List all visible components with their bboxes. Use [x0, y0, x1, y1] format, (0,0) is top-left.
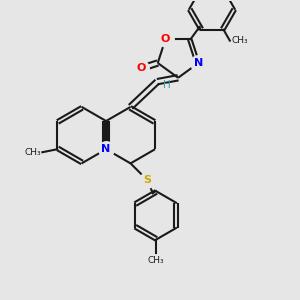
- Text: N: N: [101, 144, 111, 154]
- Text: CH₃: CH₃: [231, 36, 248, 45]
- Text: O: O: [161, 34, 170, 44]
- Text: S: S: [143, 175, 151, 185]
- Text: O: O: [136, 64, 146, 74]
- Text: H: H: [163, 80, 170, 90]
- Text: N: N: [194, 58, 203, 68]
- Text: CH₃: CH₃: [148, 256, 164, 265]
- Text: CH₃: CH₃: [24, 148, 41, 157]
